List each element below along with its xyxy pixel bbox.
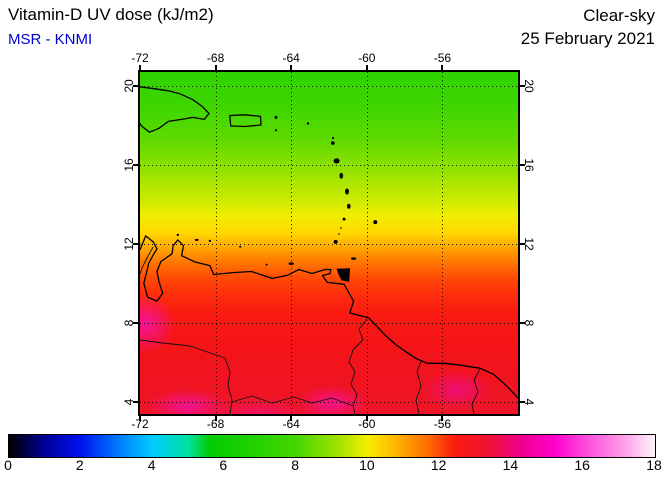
lon-axis-label: -60 — [358, 51, 376, 65]
axis-tick — [139, 416, 141, 421]
lon-axis-label: -68 — [206, 417, 225, 431]
lat-axis-label: 20 — [122, 79, 136, 93]
gridline-vertical — [366, 72, 368, 414]
gridline-horizontal — [140, 85, 518, 87]
lat-axis-label: 16 — [122, 158, 136, 172]
data-source-label: MSR - KNMI — [8, 31, 93, 48]
header-right: Clear-sky 25 February 2021 — [521, 5, 655, 51]
colorbar-label: 16 — [574, 457, 590, 473]
date-label: 25 February 2021 — [520, 29, 655, 48]
axis-tick — [290, 416, 293, 421]
lat-axis-label: 12 — [122, 237, 136, 251]
colorbar-label: 2 — [75, 457, 84, 473]
gridline-vertical — [215, 72, 217, 414]
colorbar-label: 8 — [291, 457, 299, 473]
axis-tick — [520, 321, 525, 324]
axis-tick — [214, 65, 217, 70]
lon-axis-label: -60 — [358, 417, 376, 431]
lon-axis-label: -72 — [131, 51, 149, 65]
lon-axis-label: -56 — [433, 417, 452, 431]
lon-axis-label: -64 — [282, 417, 300, 431]
lon-axis-label: -56 — [433, 51, 452, 65]
axis-tick — [365, 65, 368, 70]
gridline-horizontal — [140, 322, 518, 324]
axis-tick — [520, 84, 525, 87]
lat-axis-label: 20 — [522, 79, 536, 93]
axis-tick — [133, 400, 138, 403]
axis-tick — [214, 416, 217, 421]
lat-axis-label: 4 — [122, 398, 136, 406]
lat-axis-label: 8 — [122, 319, 136, 327]
lon-axis-label: -68 — [206, 51, 225, 65]
lat-axis-label: 4 — [522, 398, 536, 406]
colorbar-label: 10 — [359, 457, 375, 473]
axis-tick — [441, 416, 444, 421]
gridline-vertical — [291, 72, 293, 414]
colorbar-label: 0 — [4, 457, 12, 473]
axis-tick — [133, 321, 138, 324]
axis-tick — [365, 416, 368, 421]
axis-tick — [520, 400, 525, 403]
gridline-horizontal — [140, 243, 518, 245]
axis-tick — [520, 242, 525, 245]
lat-axis-label: 16 — [522, 158, 536, 172]
axis-tick — [139, 65, 141, 70]
lon-axis-label: -64 — [282, 51, 300, 65]
colorbar — [8, 434, 656, 458]
gridline-vertical — [442, 72, 444, 414]
colorbar-label: 12 — [430, 457, 447, 473]
sky-condition-label: Clear-sky — [583, 6, 655, 25]
lat-axis-label: 12 — [522, 237, 536, 251]
plot-title: Vitamin-D UV dose (kJ/m2) — [8, 5, 214, 24]
axis-tick — [133, 242, 138, 245]
colorbar-label: 14 — [502, 457, 519, 473]
colorbar-label: 4 — [147, 457, 156, 473]
colorbar-label: 18 — [646, 457, 662, 473]
axis-tick — [133, 163, 138, 166]
axis-tick — [441, 65, 444, 70]
lat-axis-label: 8 — [522, 319, 536, 327]
axis-tick — [520, 163, 525, 166]
axis-tick — [133, 84, 138, 87]
gridline-horizontal — [140, 401, 518, 403]
axis-tick — [290, 65, 293, 70]
map-panel — [133, 65, 525, 421]
colorbar-label: 6 — [219, 457, 228, 473]
gridline-horizontal — [140, 164, 518, 166]
lon-axis-label: -72 — [131, 417, 149, 431]
